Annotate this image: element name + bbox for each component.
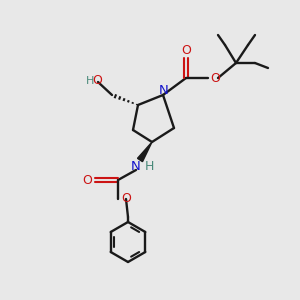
Text: O: O: [181, 44, 191, 56]
Text: N: N: [131, 160, 141, 172]
Text: N: N: [159, 83, 169, 97]
Text: O: O: [92, 74, 102, 88]
Polygon shape: [137, 142, 152, 162]
Text: H: H: [144, 160, 154, 172]
Text: O: O: [82, 173, 92, 187]
Text: O: O: [121, 193, 131, 206]
Text: H: H: [86, 76, 94, 86]
Text: O: O: [210, 71, 220, 85]
